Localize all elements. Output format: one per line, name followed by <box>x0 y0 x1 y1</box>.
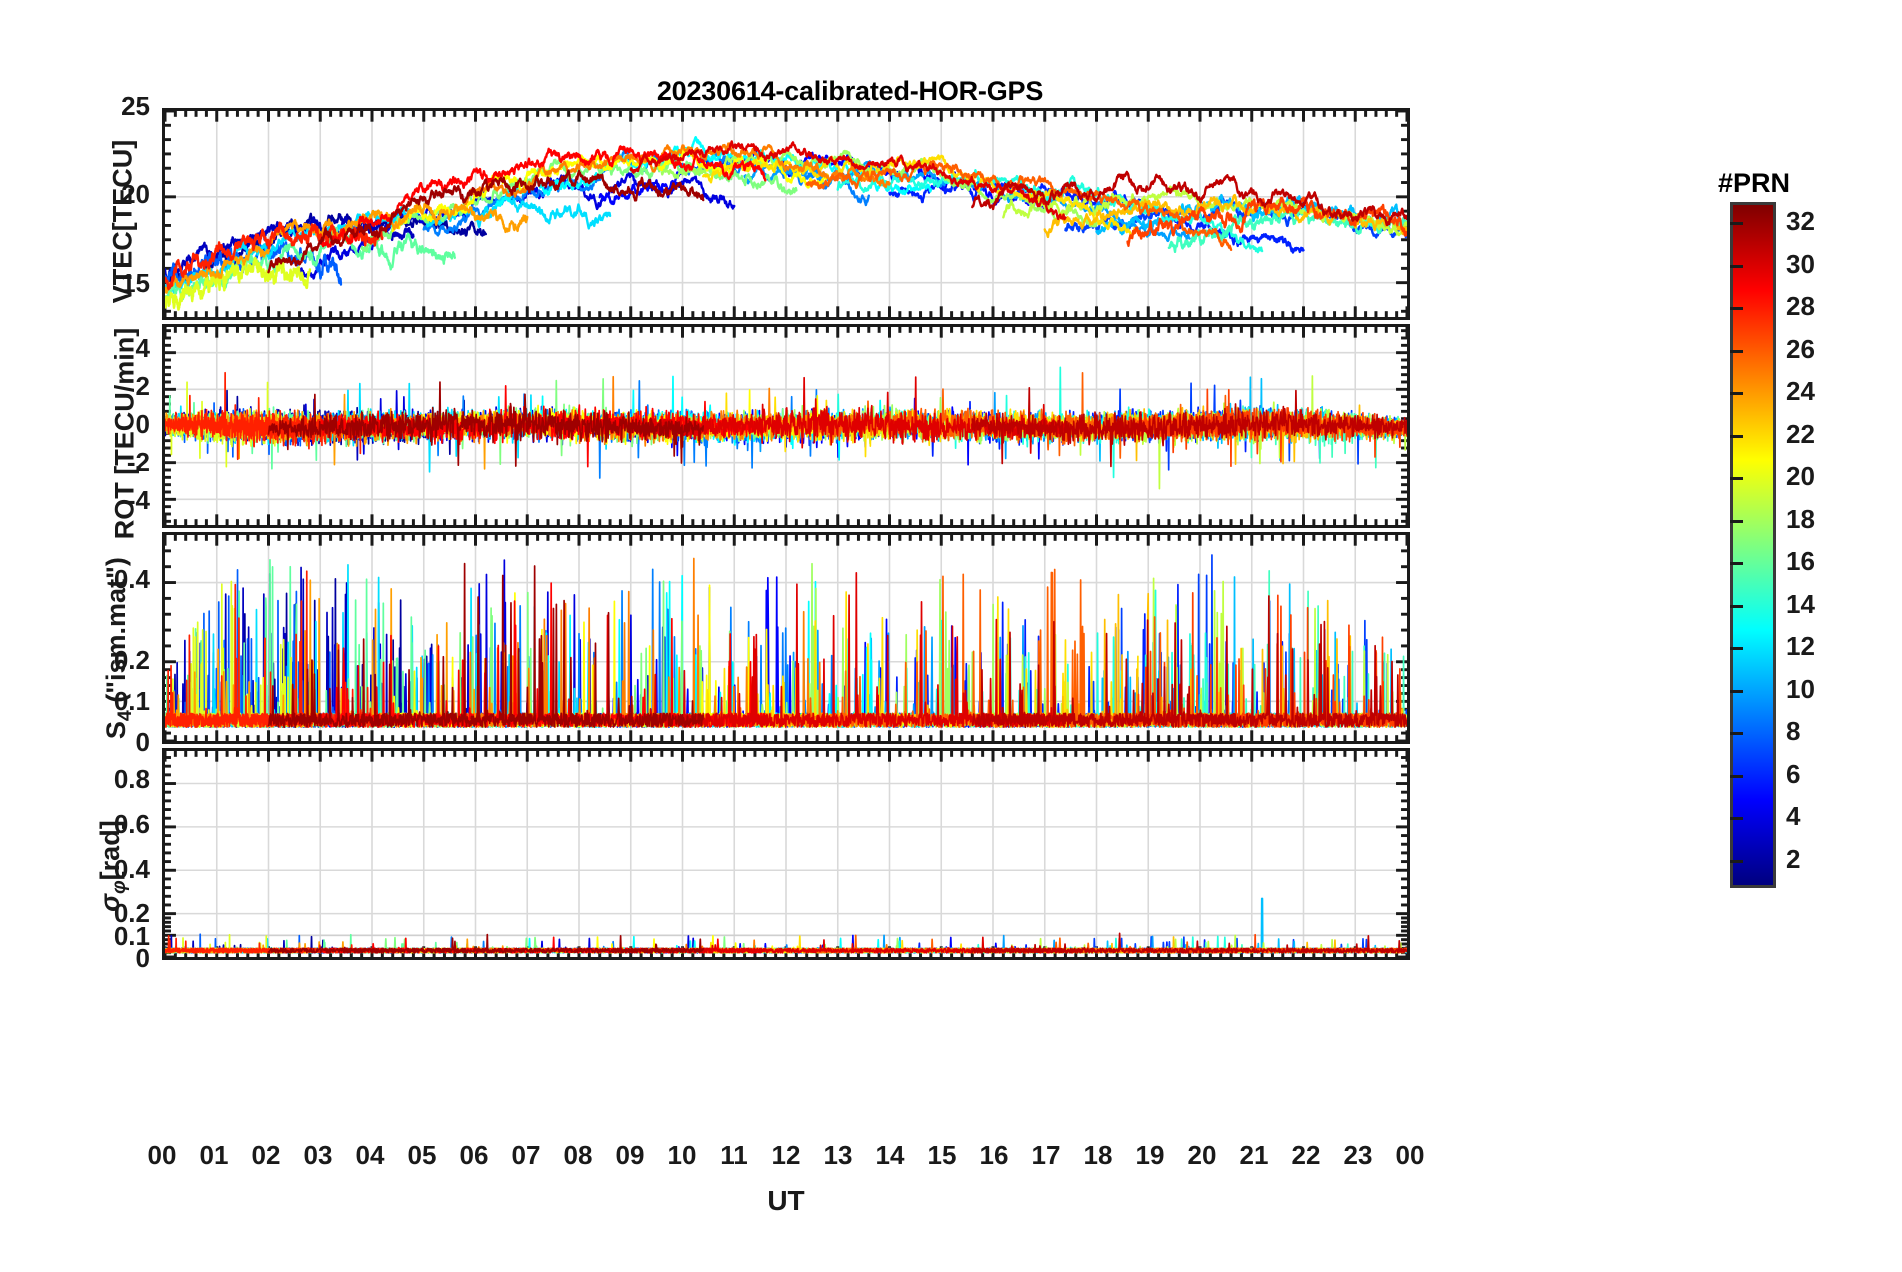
colorbar-tick-label: 10 <box>1786 673 1815 704</box>
colorbar-tick-label: 4 <box>1786 801 1801 832</box>
xtick-label: 10 <box>667 1140 697 1170</box>
xtick-label: 17 <box>1031 1140 1061 1170</box>
colorbar-tick-label: 26 <box>1786 333 1815 364</box>
colorbar-tick-label: 20 <box>1786 461 1815 492</box>
colorbar-tickmark <box>1730 222 1743 226</box>
ytick-label: 20 <box>121 179 150 210</box>
ytick-label: -2 <box>126 446 150 477</box>
colorbar-tickmark <box>1730 307 1743 311</box>
xtick-label: 14 <box>875 1140 905 1170</box>
colorbar-title: #PRN <box>1718 168 1791 198</box>
colorbar-tick-label: 12 <box>1786 631 1815 662</box>
colorbar-tickmark <box>1730 562 1743 566</box>
colorbar-tick-label: 14 <box>1786 588 1815 619</box>
colorbar-tick-label: 30 <box>1786 248 1815 279</box>
colorbar-tick-label: 16 <box>1786 546 1815 577</box>
ytick-label: 0.6 <box>113 809 150 840</box>
ytick-label: 4 <box>135 333 150 364</box>
ytick-label: 0.4 <box>113 853 150 884</box>
xaxis-label: UT <box>767 1185 805 1216</box>
xtick-label: 11 <box>720 1140 748 1170</box>
plot-area-rot <box>165 327 1407 525</box>
xtick-label: 15 <box>927 1140 957 1170</box>
panel-sigma-phi <box>162 748 1410 960</box>
panel-s4 <box>162 532 1410 744</box>
ytick-label: 0.1 <box>113 920 150 951</box>
xtick-label: 16 <box>979 1140 1009 1170</box>
colorbar-tick-label: 8 <box>1786 716 1801 747</box>
colorbar-tick-label: 18 <box>1786 503 1815 534</box>
xtick-label: 05 <box>407 1140 437 1170</box>
xtick-label: 12 <box>771 1140 801 1170</box>
colorbar-tick-label: 6 <box>1786 758 1801 789</box>
plot-area-vtec <box>165 111 1407 317</box>
xtick-label: 23 <box>1343 1140 1373 1170</box>
colorbar-tickmark <box>1730 434 1743 438</box>
panel-rot <box>162 324 1410 528</box>
xtick-label: 00 <box>1395 1140 1425 1170</box>
ytick-label: 0.2 <box>113 645 150 676</box>
ytick-label: 0.1 <box>113 686 150 717</box>
colorbar-tickmark <box>1730 604 1743 608</box>
xtick-label: 01 <box>199 1140 229 1170</box>
ytick-label: 0.4 <box>113 563 150 594</box>
xtick-label: 04 <box>355 1140 385 1170</box>
colorbar-tickmark <box>1730 732 1743 736</box>
colorbar-tick-label: 2 <box>1786 843 1801 874</box>
colorbar-tickmark <box>1730 519 1743 523</box>
colorbar-tickmark <box>1730 264 1743 268</box>
plot-area-s4 <box>165 535 1407 741</box>
xtick-label: 03 <box>303 1140 333 1170</box>
colorbar-tickmark <box>1730 349 1743 353</box>
xtick-label: 21 <box>1239 1140 1269 1170</box>
ytick-label: 0 <box>135 727 150 757</box>
xtick-label: 22 <box>1291 1140 1321 1170</box>
xtick-label: 00 <box>147 1140 177 1170</box>
figure-title: 20230614-calibrated-HOR-GPS <box>656 76 1044 106</box>
colorbar-tick-label: 32 <box>1786 206 1815 237</box>
colorbar[interactable] <box>1730 202 1776 888</box>
colorbar-tickmark <box>1730 392 1743 396</box>
ytick-label: -4 <box>126 484 150 515</box>
colorbar-tickmark <box>1730 774 1743 778</box>
ytick-label: 0.2 <box>113 898 150 929</box>
xtick-label: 13 <box>823 1140 853 1170</box>
colorbar-tick-label: 28 <box>1786 291 1815 322</box>
colorbar-tickmark <box>1730 647 1743 651</box>
colorbar-tick-label: 24 <box>1786 376 1815 407</box>
xtick-label: 18 <box>1083 1140 1113 1170</box>
xtick-label: 07 <box>511 1140 541 1170</box>
ytick-label: 0.8 <box>113 764 150 795</box>
ytick-label: 0 <box>135 409 150 439</box>
xtick-label: 08 <box>563 1140 593 1170</box>
xtick-label: 20 <box>1187 1140 1217 1170</box>
colorbar-tickmark <box>1730 859 1743 863</box>
ytick-label: 25 <box>121 91 150 121</box>
panel-vtec <box>162 108 1410 320</box>
xtick-label: 06 <box>459 1140 489 1170</box>
colorbar-tick-label: 22 <box>1786 418 1815 449</box>
ytick-label: 0 <box>135 943 150 973</box>
ytick-label: 15 <box>121 267 150 298</box>
colorbar-tickmark <box>1730 817 1743 821</box>
colorbar-tickmark <box>1730 477 1743 481</box>
xtick-label: 09 <box>615 1140 645 1170</box>
colorbar-tickmark <box>1730 689 1743 693</box>
xtick-label: 19 <box>1135 1140 1165 1170</box>
ytick-label: 2 <box>135 371 150 402</box>
xtick-label: 02 <box>251 1140 281 1170</box>
plot-area-sigma-phi <box>165 751 1407 957</box>
